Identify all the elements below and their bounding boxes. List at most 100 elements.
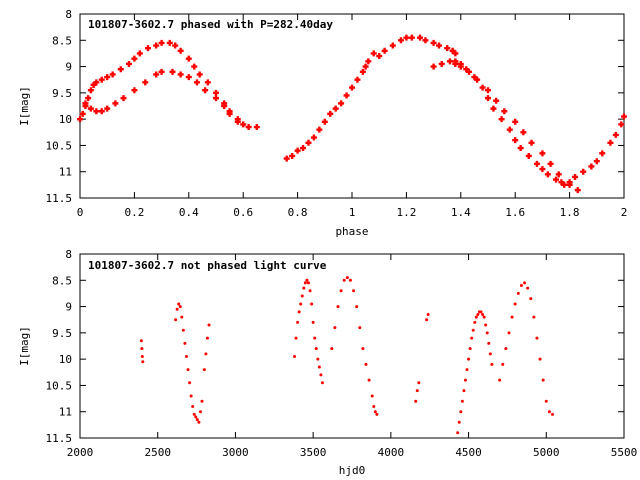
data-point [316,357,320,361]
data-point [175,307,179,311]
data-point [376,53,383,60]
y-tick-label: 10 [59,113,72,126]
data-point [112,100,119,107]
data-point [397,37,404,44]
data-point [177,302,181,306]
x-axis-label: phase [335,225,368,238]
data-point [311,320,315,324]
data-point [240,121,247,128]
data-point [580,168,587,175]
x-tick-label: 1 [349,206,356,219]
data-point [471,328,475,332]
data-point [555,171,562,178]
data-point [361,347,365,351]
data-point [339,289,343,293]
data-point [158,39,165,46]
data-point [460,399,464,403]
data-point [430,63,437,70]
data-point [375,412,379,416]
data-point [87,105,94,112]
data-point [408,34,415,41]
data-point [479,310,483,314]
data-point [345,276,349,280]
data-point [299,302,303,306]
data-point [470,336,474,340]
data-point [517,145,524,152]
x-tick-label: 0.6 [233,206,253,219]
data-point [306,281,310,285]
data-point [452,60,459,67]
data-point [226,110,233,117]
data-point [487,341,491,345]
data-point [473,320,477,324]
data-point [561,181,568,188]
data-point [523,281,527,285]
data-point [213,95,219,102]
data-point [457,420,461,424]
data-point [535,336,539,340]
data-point [169,68,176,75]
data-point [332,105,339,112]
data-point [310,134,317,141]
data-point [553,176,559,183]
x-tick-label: 1.8 [560,206,580,219]
data-point [355,305,359,309]
data-point [305,139,312,146]
data-point [177,47,184,54]
y-tick-label: 10.5 [46,139,73,152]
data-point [430,39,437,46]
data-point [313,336,317,340]
data-point [153,71,160,78]
x-tick-label: 0 [77,206,84,219]
data-point [426,312,430,316]
x-tick-label: 2000 [67,446,94,459]
data-point [498,116,505,123]
data-point [364,362,368,366]
data-point [82,103,89,109]
data-point [417,34,423,41]
data-point [538,357,542,361]
data-point [370,394,374,398]
data-point [191,63,198,70]
data-point [342,278,346,282]
data-point [338,100,345,107]
data-point [465,368,469,372]
data-point [140,347,144,351]
y-tick-label: 11 [59,166,72,179]
data-point [98,108,105,115]
data-point [303,281,307,285]
data-point [349,84,355,91]
data-point [189,394,193,398]
data-point [463,378,467,382]
data-point [621,113,627,120]
data-point [294,147,301,154]
data-point [446,58,453,65]
data-point [213,89,219,96]
data-point [202,87,209,94]
data-point [365,58,372,65]
data-point [459,410,463,414]
data-point [358,326,362,330]
x-tick-label: 5000 [533,446,560,459]
data-point [79,110,86,117]
data-point [294,336,298,340]
data-point [140,355,144,359]
data-point [498,378,502,382]
data-point [202,368,206,372]
data-point [476,312,480,316]
data-point [188,381,192,385]
data-point [539,166,546,173]
data-point [136,50,143,57]
x-tick-label: 0.2 [124,206,144,219]
data-point [529,297,533,301]
data-point [468,347,472,351]
data-point [532,315,536,319]
data-point [490,105,497,112]
data-point [316,126,323,133]
data-point [444,45,451,52]
data-point [533,160,540,167]
data-point [438,60,445,67]
data-point [296,320,300,324]
data-point [481,312,485,316]
x-tick-label: 0.8 [288,206,308,219]
